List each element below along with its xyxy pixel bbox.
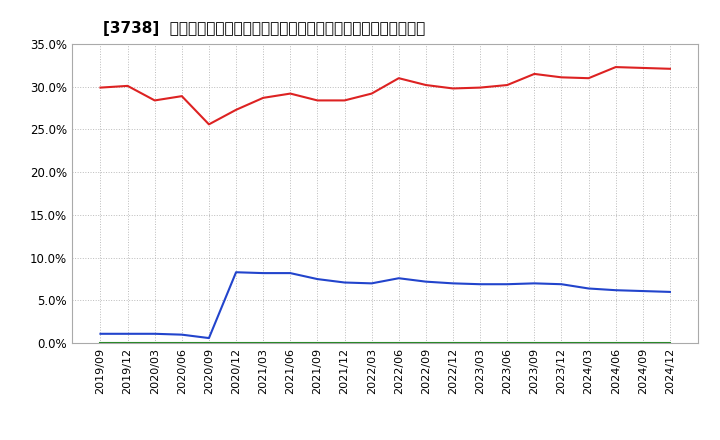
のれん xyxy=(232,270,240,275)
自己資本 xyxy=(313,98,322,103)
繰延税金資産 xyxy=(665,341,674,346)
自己資本 xyxy=(204,122,213,127)
自己資本 xyxy=(259,95,268,100)
自己資本 xyxy=(665,66,674,71)
のれん xyxy=(96,331,105,337)
自己資本 xyxy=(503,82,511,88)
のれん xyxy=(286,271,294,276)
繰延税金資産 xyxy=(395,341,403,346)
のれん xyxy=(503,282,511,287)
繰延税金資産 xyxy=(503,341,511,346)
自己資本 xyxy=(367,91,376,96)
繰延税金資産 xyxy=(584,341,593,346)
繰延税金資産 xyxy=(123,341,132,346)
のれん xyxy=(150,331,159,337)
自己資本 xyxy=(449,86,457,91)
自己資本 xyxy=(286,91,294,96)
のれん xyxy=(665,289,674,294)
自己資本 xyxy=(123,83,132,88)
自己資本 xyxy=(557,75,566,80)
のれん xyxy=(123,331,132,337)
のれん xyxy=(530,281,539,286)
繰延税金資産 xyxy=(232,341,240,346)
のれん xyxy=(476,282,485,287)
のれん xyxy=(178,332,186,337)
自己資本 xyxy=(341,98,349,103)
のれん xyxy=(313,276,322,282)
Legend: 自己資本, のれん, 繰延税金資産: 自己資本, のれん, 繰延税金資産 xyxy=(244,439,526,440)
のれん xyxy=(395,275,403,281)
のれん xyxy=(341,280,349,285)
繰延税金資産 xyxy=(476,341,485,346)
Line: 自己資本: 自己資本 xyxy=(101,67,670,125)
自己資本 xyxy=(639,65,647,70)
繰延税金資産 xyxy=(204,341,213,346)
繰延税金資産 xyxy=(421,341,430,346)
自己資本 xyxy=(421,82,430,88)
繰延税金資産 xyxy=(313,341,322,346)
自己資本 xyxy=(178,94,186,99)
繰延税金資産 xyxy=(557,341,566,346)
繰延税金資産 xyxy=(449,341,457,346)
繰延税金資産 xyxy=(341,341,349,346)
自己資本 xyxy=(395,76,403,81)
自己資本 xyxy=(611,64,620,70)
のれん xyxy=(421,279,430,284)
自己資本 xyxy=(584,76,593,81)
繰延税金資産 xyxy=(96,341,105,346)
繰延税金資産 xyxy=(611,341,620,346)
繰延税金資産 xyxy=(259,341,268,346)
のれん xyxy=(584,286,593,291)
のれん xyxy=(367,281,376,286)
繰延税金資産 xyxy=(639,341,647,346)
自己資本 xyxy=(96,85,105,90)
のれん xyxy=(204,335,213,341)
のれん xyxy=(611,288,620,293)
自己資本 xyxy=(150,98,159,103)
繰延税金資産 xyxy=(178,341,186,346)
自己資本 xyxy=(476,85,485,90)
繰延税金資産 xyxy=(150,341,159,346)
のれん xyxy=(639,288,647,293)
Line: のれん: のれん xyxy=(101,272,670,338)
のれん xyxy=(259,271,268,276)
Text: [3738]  自己資本、のれん、繰延税金資産の総資産に対する比率の推移: [3738] 自己資本、のれん、繰延税金資産の総資産に対する比率の推移 xyxy=(104,21,426,36)
のれん xyxy=(557,282,566,287)
繰延税金資産 xyxy=(530,341,539,346)
自己資本 xyxy=(232,107,240,113)
のれん xyxy=(449,281,457,286)
繰延税金資産 xyxy=(286,341,294,346)
繰延税金資産 xyxy=(367,341,376,346)
自己資本 xyxy=(530,71,539,77)
